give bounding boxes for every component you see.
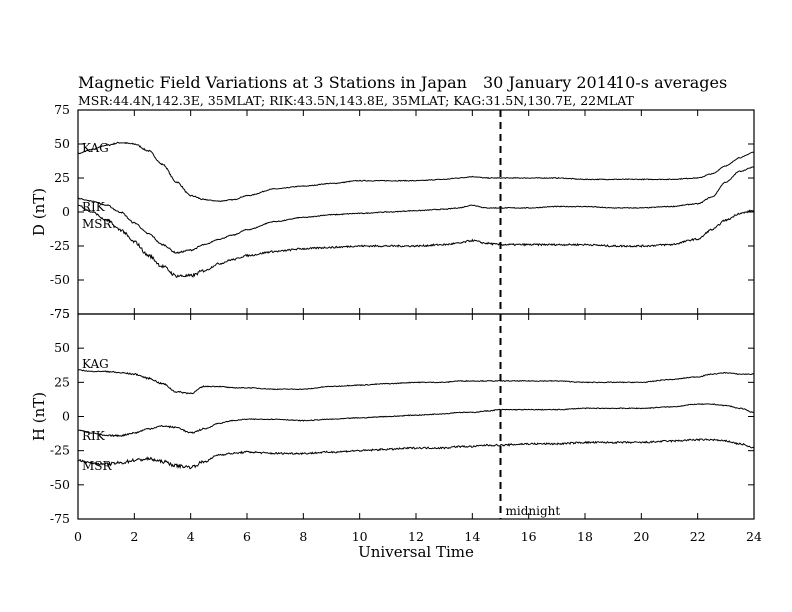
- x-tick-label: 4: [187, 529, 195, 544]
- x-tick-label: 10: [352, 529, 368, 544]
- y-tick-label: 0: [62, 204, 70, 219]
- series-label-msr: MSR: [82, 217, 113, 231]
- series-line-kag-d: [77, 141, 755, 203]
- series-label-kag: KAG: [82, 357, 109, 371]
- y-tick-label: 0: [62, 409, 70, 424]
- x-tick-label: 22: [690, 529, 706, 544]
- series-line-msr-d: [77, 204, 755, 279]
- panel-frame: [77, 313, 755, 520]
- series-line-kag-h: [77, 369, 755, 395]
- series-line-msr-h: [77, 438, 755, 470]
- y-tick-label: -75: [50, 306, 70, 321]
- y-tick-label: 50: [54, 136, 70, 151]
- series-label-rik: RIK: [82, 429, 106, 443]
- x-tick-label: 2: [130, 529, 138, 544]
- x-axis: 0 2 4 6 8 10 12 14 16 18 20 22 24: [74, 110, 762, 544]
- station-coordinates: MSR:44.4N,142.3E, 35MLAT; RIK:43.5N,143.…: [78, 93, 635, 108]
- chart-date: 30 January 2014: [483, 73, 617, 92]
- x-tick-label: 6: [243, 529, 251, 544]
- panel-horizontal: 75 50 25 0 -25 -50 -75 H (nT) KAG RIK MSR: [30, 306, 755, 526]
- panel-frame: [77, 109, 755, 315]
- y-tick-label: -25: [50, 443, 70, 458]
- y-tick-label: 25: [54, 374, 70, 389]
- y-tick-label: -75: [50, 511, 70, 526]
- x-tick-label: 14: [464, 529, 480, 544]
- chart-title: Magnetic Field Variations at 3 Stations …: [78, 73, 467, 92]
- x-tick-label: 0: [74, 529, 82, 544]
- x-tick-label: 16: [521, 529, 537, 544]
- x-tick-label: 18: [577, 529, 593, 544]
- series-line-rik-h: [77, 403, 755, 438]
- y-tick-label: 75: [54, 306, 70, 321]
- y-tick-label: 50: [54, 340, 70, 355]
- chart-averaging: 10-s averages: [615, 73, 727, 92]
- y-tick-label: 25: [54, 170, 70, 185]
- midnight-label: midnight: [506, 504, 561, 518]
- y-tick-label: -50: [50, 477, 70, 492]
- y-tick-label: -50: [50, 272, 70, 287]
- y-axis-label: H (nT): [30, 392, 48, 441]
- series-label-msr: MSR: [82, 459, 113, 473]
- y-tick-label: 75: [54, 102, 70, 117]
- series-label-kag: KAG: [82, 141, 109, 155]
- x-tick-label: 12: [408, 529, 424, 544]
- midnight-annotation: midnight: [499, 110, 561, 519]
- y-tick-label: -25: [50, 238, 70, 253]
- x-axis-label: Universal Time: [358, 543, 474, 561]
- x-tick-label: 8: [299, 529, 307, 544]
- x-tick-label: 20: [633, 529, 649, 544]
- x-tick-label: 24: [746, 529, 762, 544]
- series-line-rik-d: [77, 166, 755, 254]
- y-axis-label: D (nT): [30, 188, 48, 236]
